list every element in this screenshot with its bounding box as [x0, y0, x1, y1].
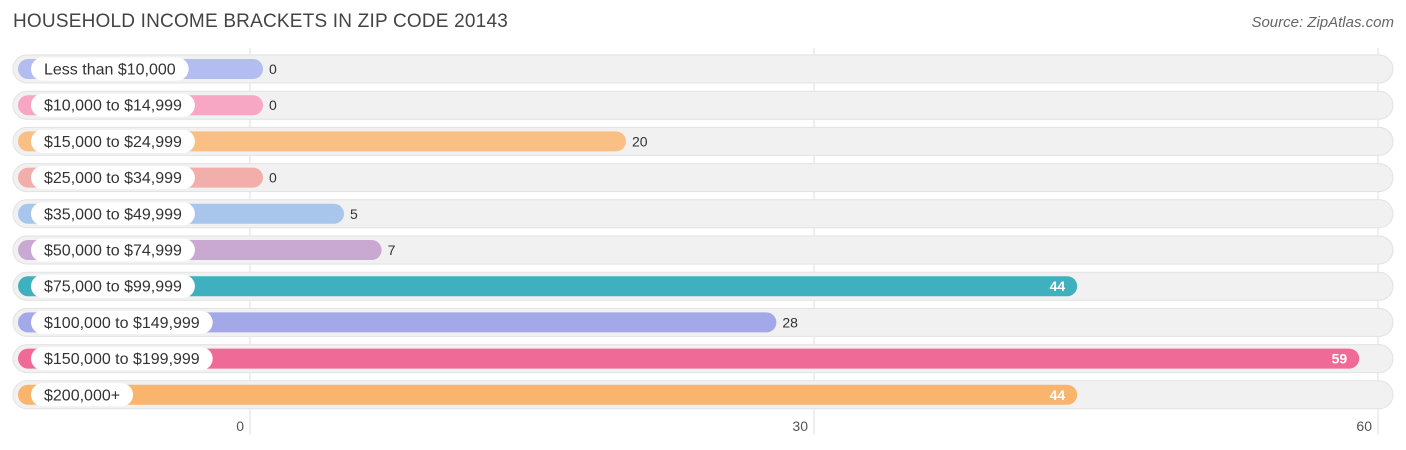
category-label: $35,000 to $49,999: [44, 206, 182, 223]
x-tick-label: 60: [1356, 418, 1372, 434]
category-label: $150,000 to $199,999: [44, 351, 200, 368]
category-label-pill: [31, 274, 195, 298]
category-label-pill: [31, 238, 195, 262]
category-label-pill: [31, 166, 195, 190]
value-label: 0: [269, 170, 277, 186]
category-label-pill: [31, 347, 213, 371]
category-label: $15,000 to $24,999: [44, 134, 182, 151]
category-label-pill: [31, 310, 213, 334]
value-label: 7: [388, 242, 396, 258]
category-label: $10,000 to $14,999: [44, 98, 182, 115]
value-label: 20: [632, 133, 648, 149]
chart-title: HOUSEHOLD INCOME BRACKETS IN ZIP CODE 20…: [13, 11, 508, 32]
category-label-pill: [31, 57, 189, 81]
category-label: Less than $10,000: [44, 62, 176, 79]
bar-track: [12, 54, 1394, 84]
category-label: $25,000 to $34,999: [44, 170, 182, 187]
category-label: $50,000 to $74,999: [44, 243, 182, 260]
category-label-pill: [31, 383, 134, 407]
bar-track: [12, 90, 1394, 120]
bar: [18, 276, 1078, 297]
value-label: 0: [269, 61, 277, 77]
category-label-pill: [31, 93, 195, 117]
category-label: $200,000+: [44, 387, 120, 404]
x-tick-label: 0: [236, 418, 244, 434]
value-label: 59: [1332, 351, 1348, 367]
category-label-pill: [31, 202, 195, 226]
category-label-pill: [31, 129, 195, 153]
source-label: Source: ZipAtlas.com: [1251, 14, 1394, 31]
bar-track: [12, 199, 1394, 229]
value-label: 44: [1050, 387, 1066, 403]
category-label: $75,000 to $99,999: [44, 279, 182, 296]
bar: [18, 384, 1078, 405]
value-label: 44: [1050, 278, 1066, 294]
value-label: 5: [350, 206, 358, 222]
category-label: $100,000 to $149,999: [44, 315, 200, 332]
x-tick-label: 30: [792, 418, 808, 434]
value-label: 0: [269, 97, 277, 113]
bar: [18, 348, 1360, 369]
bar-track: [12, 163, 1394, 193]
value-label: 28: [782, 314, 798, 330]
